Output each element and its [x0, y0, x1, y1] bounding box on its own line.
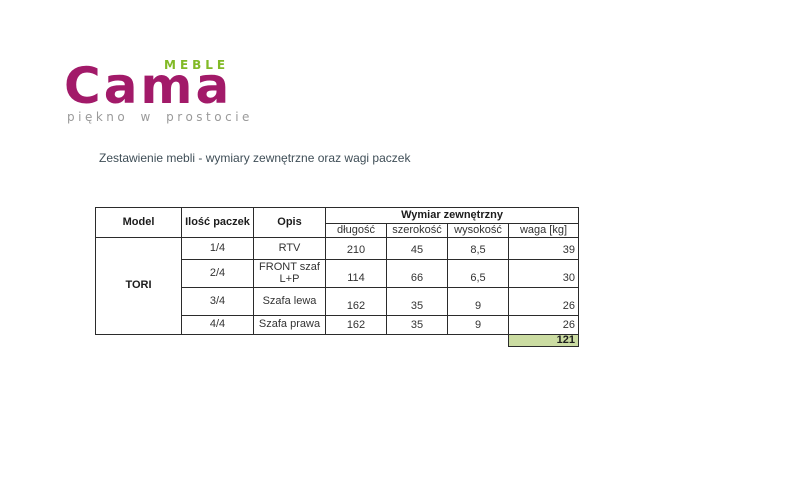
width-cell: 66	[386, 258, 448, 288]
weight-cell: 39	[507, 236, 580, 260]
weight-cell: 26	[507, 314, 580, 335]
empty-cell	[326, 334, 387, 346]
total-weight-cell: 121	[507, 333, 580, 347]
total-row: 121	[96, 333, 580, 347]
empty-cell	[96, 334, 182, 346]
empty-cell	[448, 334, 509, 346]
logo-tagline-text: piękno w prostocie	[67, 110, 253, 124]
description-cell: RTV	[253, 236, 326, 260]
col-header-height: wysokość	[447, 223, 509, 238]
table-row: TORI 1/4 RTV 210 45 8,5 39	[95, 236, 580, 335]
height-cell: 8,5	[447, 236, 509, 260]
col-header-model: Model	[95, 207, 182, 238]
height-cell: 9	[447, 286, 509, 316]
length-cell: 114	[325, 258, 387, 288]
package-number-cell: 3/4	[181, 286, 254, 316]
empty-cell	[182, 334, 254, 346]
width-cell: 35	[386, 314, 448, 335]
empty-cell	[254, 334, 326, 346]
width-cell: 45	[386, 236, 448, 260]
package-number-cell: 1/4	[181, 236, 254, 260]
logo-brand-text: Cama	[64, 57, 233, 115]
col-header-length: długość	[325, 223, 387, 238]
empty-cell	[387, 334, 448, 346]
width-cell: 35	[386, 286, 448, 316]
table-row: 4/4 Szafa prawa 162 35 9 26	[96, 314, 580, 335]
description-cell: Szafa prawa	[253, 314, 326, 335]
length-cell: 210	[325, 236, 387, 260]
model-name-cell: TORI	[95, 236, 182, 335]
col-header-packages: Ilość paczek	[181, 207, 254, 238]
table-header-row: Model Ilość paczek Opis Wymiar zewnętrzn…	[95, 207, 580, 238]
col-header-weight: waga [kg]	[507, 223, 580, 238]
description-cell: Szafa lewa	[253, 286, 326, 316]
document-title: Zestawienie mebli - wymiary zewnętrzne o…	[99, 151, 411, 165]
height-cell: 9	[447, 314, 509, 335]
length-cell: 162	[325, 314, 387, 335]
height-cell: 6,5	[447, 258, 509, 288]
weight-cell: 30	[507, 258, 580, 288]
package-number-cell: 4/4	[181, 314, 254, 335]
furniture-spec-table: Model Ilość paczek Opis Wymiar zewnętrzn…	[95, 207, 580, 347]
logo-meble-text: MEBLE	[164, 58, 230, 72]
col-header-outer-dimension: Wymiar zewnętrzny	[324, 207, 580, 224]
length-cell: 162	[325, 286, 387, 316]
description-cell: FRONT szaf L+P	[253, 258, 326, 288]
package-number-cell: 2/4	[181, 258, 254, 288]
weight-cell: 26	[507, 286, 580, 316]
table-row: 2/4 FRONT szaf L+P 114 66 6,5 30	[96, 258, 580, 288]
col-header-description: Opis	[253, 207, 326, 238]
table-row: 3/4 Szafa lewa 162 35 9 26	[96, 286, 580, 316]
col-header-width: szerokość	[386, 223, 448, 238]
